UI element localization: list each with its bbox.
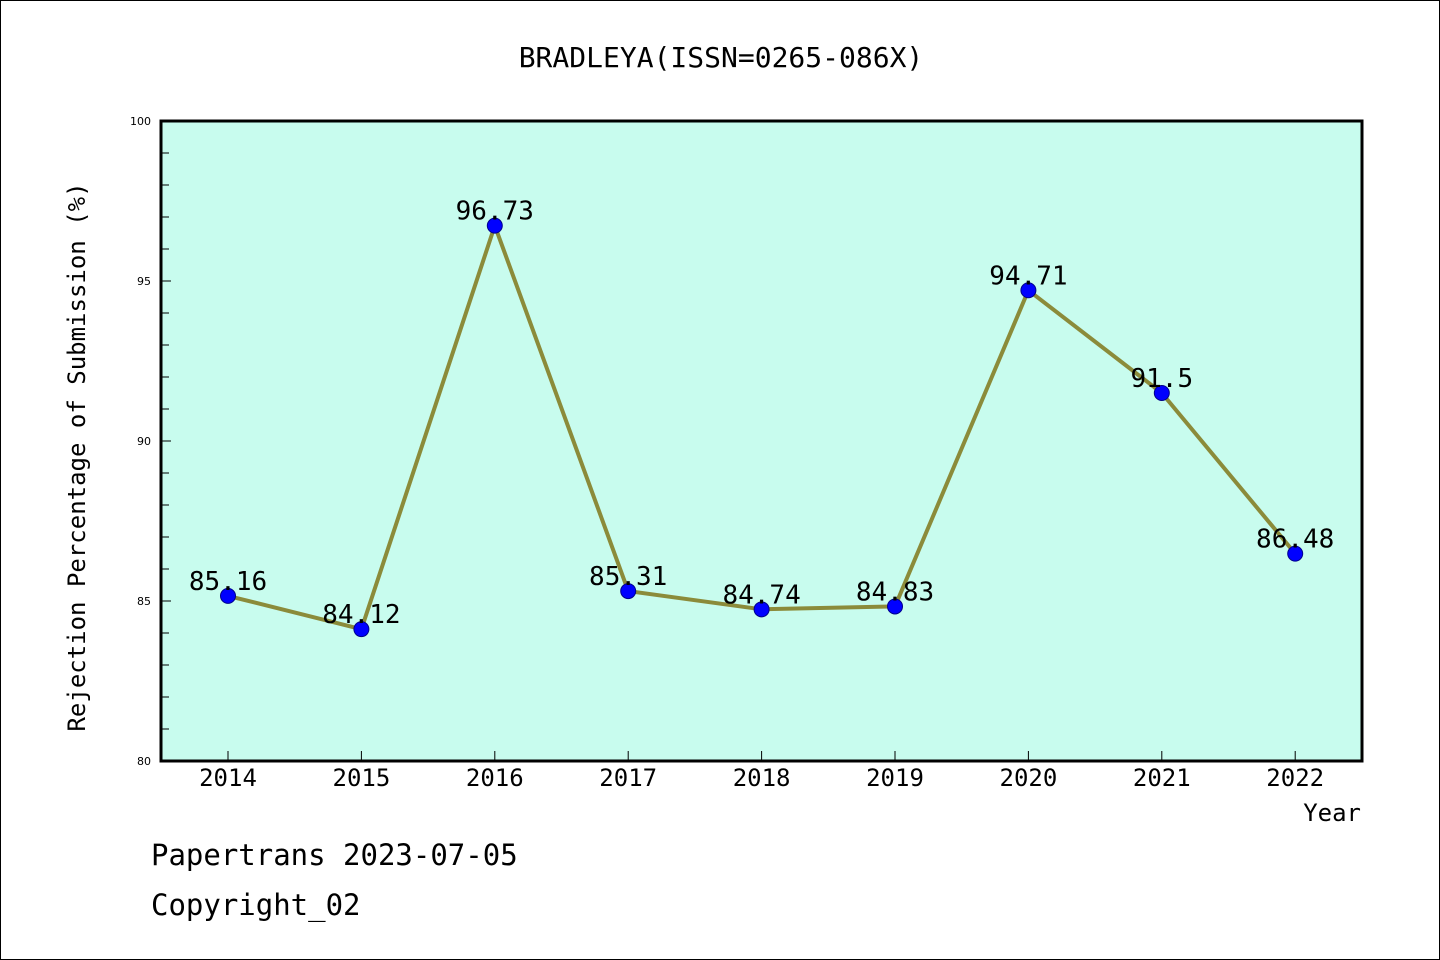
plot-area bbox=[161, 121, 1362, 761]
y-tick-label: 90 bbox=[137, 435, 151, 448]
y-axis-label: Rejection Percentage of Submission (%) bbox=[63, 182, 91, 731]
y-tick-label: 95 bbox=[137, 275, 151, 288]
x-tick-label: 2021 bbox=[1133, 764, 1191, 792]
data-point bbox=[1287, 545, 1304, 562]
data-label: 94.71 bbox=[989, 261, 1067, 291]
x-axis-label: Year bbox=[1303, 799, 1361, 827]
data-point bbox=[1020, 282, 1037, 299]
chart-title: BRADLEYA(ISSN=0265-086X) bbox=[519, 41, 924, 74]
data-point bbox=[1153, 385, 1170, 401]
data-label: 86.48 bbox=[1256, 525, 1334, 555]
data-label: 84.74 bbox=[722, 580, 800, 610]
data-label: 85.16 bbox=[189, 567, 267, 597]
series-layer bbox=[220, 217, 1304, 638]
y-tick-label: 100 bbox=[130, 115, 151, 128]
x-tick-label: 2015 bbox=[333, 764, 391, 792]
footer-copyright-text: Copyright_02 bbox=[151, 888, 361, 923]
data-labels: 85.16 84.12 96.73 85.31 84.74 84.83 94.71 91.5 8… bbox=[189, 197, 1334, 631]
x-tick-label: 2019 bbox=[866, 764, 924, 792]
footer-date-text: Papertrans 2023-07-05 bbox=[151, 838, 518, 872]
data-point bbox=[486, 217, 503, 234]
x-axis-ticks: 2014 2015 2016 2017 2018 2019 2020 2021 2022 bbox=[199, 751, 1324, 792]
data-point bbox=[887, 598, 903, 615]
data-label: 91.5 bbox=[1130, 364, 1193, 394]
y-tick-label: 85 bbox=[137, 595, 151, 608]
x-tick-label: 2018 bbox=[733, 764, 791, 792]
data-label: 96.73 bbox=[456, 197, 534, 227]
data-point bbox=[220, 587, 236, 604]
x-tick-label: 2020 bbox=[1000, 764, 1058, 792]
x-tick-label: 2022 bbox=[1266, 764, 1324, 792]
data-label: 84.12 bbox=[322, 600, 400, 630]
data-label: 85.31 bbox=[589, 562, 667, 592]
data-point bbox=[753, 601, 770, 618]
data-point bbox=[353, 621, 370, 638]
x-tick-label: 2016 bbox=[466, 764, 524, 792]
plot-frame bbox=[159, 119, 1364, 763]
x-tick-label: 2014 bbox=[199, 764, 257, 792]
data-point bbox=[620, 583, 637, 600]
y-tick-label: 80 bbox=[137, 755, 151, 768]
x-tick-label: 2017 bbox=[599, 764, 657, 792]
data-label: 84.83 bbox=[856, 577, 934, 607]
